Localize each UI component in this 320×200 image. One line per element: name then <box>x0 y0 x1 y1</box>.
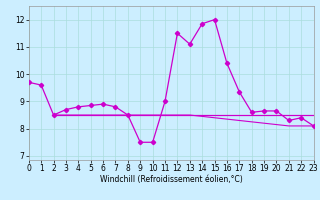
X-axis label: Windchill (Refroidissement éolien,°C): Windchill (Refroidissement éolien,°C) <box>100 175 243 184</box>
